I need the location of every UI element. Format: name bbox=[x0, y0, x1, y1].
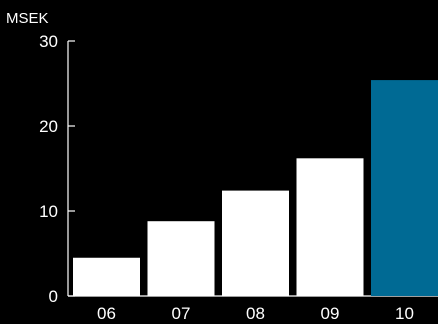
x-tick-label-08: 08 bbox=[246, 304, 265, 323]
bars bbox=[73, 80, 438, 296]
y-tick-label: 20 bbox=[39, 117, 58, 136]
y-tick-label: 30 bbox=[39, 32, 58, 51]
x-tick-label-10: 10 bbox=[395, 304, 414, 323]
y-tick-label: 10 bbox=[39, 202, 58, 221]
y-tick-label: 0 bbox=[49, 287, 58, 306]
bar-08 bbox=[222, 190, 289, 296]
x-axis: 06 07 08 09 10 bbox=[68, 295, 438, 323]
y-axis: 0 10 20 30 bbox=[39, 32, 75, 306]
bar-06 bbox=[73, 257, 140, 296]
bar-10 bbox=[371, 80, 438, 296]
bar-09 bbox=[296, 158, 364, 296]
y-axis-unit-label: MSEK bbox=[6, 10, 49, 27]
bar-07 bbox=[147, 221, 215, 296]
x-tick-label-07: 07 bbox=[172, 304, 191, 323]
x-tick-label-09: 09 bbox=[321, 304, 340, 323]
x-tick-label-06: 06 bbox=[97, 304, 116, 323]
